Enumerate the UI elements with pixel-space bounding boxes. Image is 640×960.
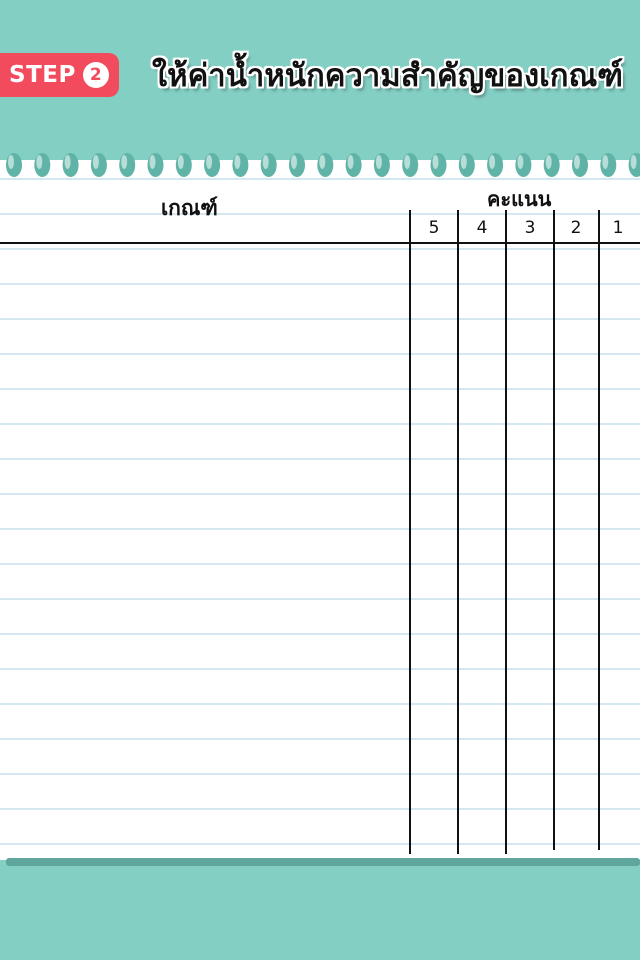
table-header-line xyxy=(0,242,640,244)
binder-hole-highlight xyxy=(460,155,467,169)
page-title: ให้ค่าน้ำหนักความสำคัญของเกณฑ์ xyxy=(152,58,623,94)
binder-hole-highlight xyxy=(234,155,241,169)
criteria-header: เกณฑ์ xyxy=(161,196,218,220)
score-col-3: 3 xyxy=(524,218,536,238)
binder-hole-highlight xyxy=(602,155,609,169)
binder-hole-highlight xyxy=(517,155,524,169)
binder-holes xyxy=(0,148,640,182)
score-header: คะแนน xyxy=(487,187,552,211)
binder-hole-highlight xyxy=(375,155,382,169)
binder-hole-highlight xyxy=(121,155,128,169)
binder-hole-highlight xyxy=(347,155,354,169)
binder-hole-highlight xyxy=(262,155,269,169)
binder-hole-highlight xyxy=(64,155,71,169)
binder-hole-highlight xyxy=(36,155,43,169)
step-label: STEP xyxy=(9,62,76,88)
score-col-5: 5 xyxy=(428,218,440,238)
step-number: 2 xyxy=(82,62,109,88)
column-divider xyxy=(598,210,600,850)
binder-hole-highlight xyxy=(489,155,496,169)
binder-hole-highlight xyxy=(630,155,637,169)
binder-hole-highlight xyxy=(92,155,99,169)
binder-hole-highlight xyxy=(404,155,411,169)
binder-hole-highlight xyxy=(177,155,184,169)
column-divider xyxy=(409,210,411,854)
binder-hole-highlight xyxy=(8,155,14,169)
binder-hole-highlight xyxy=(206,155,213,169)
step-badge: STEP 2 xyxy=(0,53,119,97)
binder-hole-highlight xyxy=(291,155,297,169)
column-divider xyxy=(457,210,459,854)
score-col-2: 2 xyxy=(570,218,582,238)
paper-shadow xyxy=(6,858,640,866)
binder-hole-highlight xyxy=(545,155,552,169)
binder-hole-highlight xyxy=(149,155,156,169)
column-divider xyxy=(553,210,555,850)
binder-hole-highlight xyxy=(432,155,439,169)
binder-hole-highlight xyxy=(574,155,580,169)
binder-hole-highlight xyxy=(319,155,326,169)
ruled-paper xyxy=(0,160,640,860)
score-col-1: 1 xyxy=(612,218,624,238)
column-divider xyxy=(505,210,507,854)
score-col-4: 4 xyxy=(476,218,488,238)
